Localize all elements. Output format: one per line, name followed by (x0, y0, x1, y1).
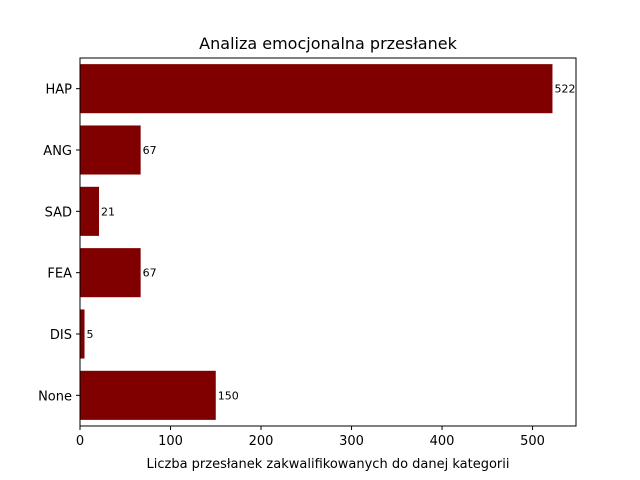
y-tick-label-ang: ANG (43, 144, 72, 159)
y-tick-label-sad: SAD (45, 205, 72, 220)
bar-fea (80, 248, 141, 298)
y-tick-label-hap: HAP (45, 83, 72, 98)
value-label-dis: 5 (87, 328, 94, 341)
y-tick-label-fea: FEA (47, 267, 72, 282)
value-label-fea: 67 (143, 267, 157, 280)
y-axis: HAP ANG SAD FEA DIS None (38, 83, 80, 404)
bar-none (80, 370, 216, 420)
bar-ang (80, 125, 141, 175)
value-label-sad: 21 (101, 205, 115, 218)
x-tick-label-200: 200 (249, 434, 274, 449)
x-axis: 0 100 200 300 400 500 (76, 426, 545, 449)
value-labels-layer: 522 67 21 67 5 150 (87, 83, 576, 403)
bar-dis (80, 309, 85, 359)
plot-frame (79, 57, 577, 427)
value-label-ang: 67 (143, 144, 157, 157)
chart-title: Analiza emocjonalna przesłanek (199, 34, 457, 53)
y-tick-label-none: None (38, 389, 72, 404)
x-tick-label-100: 100 (158, 434, 183, 449)
x-tick-label-500: 500 (520, 434, 545, 449)
x-tick-label-400: 400 (430, 434, 455, 449)
x-tick-label-0: 0 (76, 434, 84, 449)
bar-hap (80, 64, 553, 114)
bar-sad (80, 186, 100, 236)
y-tick-label-dis: DIS (50, 328, 72, 343)
x-tick-label-300: 300 (339, 434, 364, 449)
value-label-hap: 522 (554, 83, 575, 96)
bars-layer (80, 64, 553, 420)
value-label-none: 150 (218, 389, 239, 402)
x-axis-label: Liczba przesłanek zakwalifikowanych do d… (147, 457, 510, 472)
